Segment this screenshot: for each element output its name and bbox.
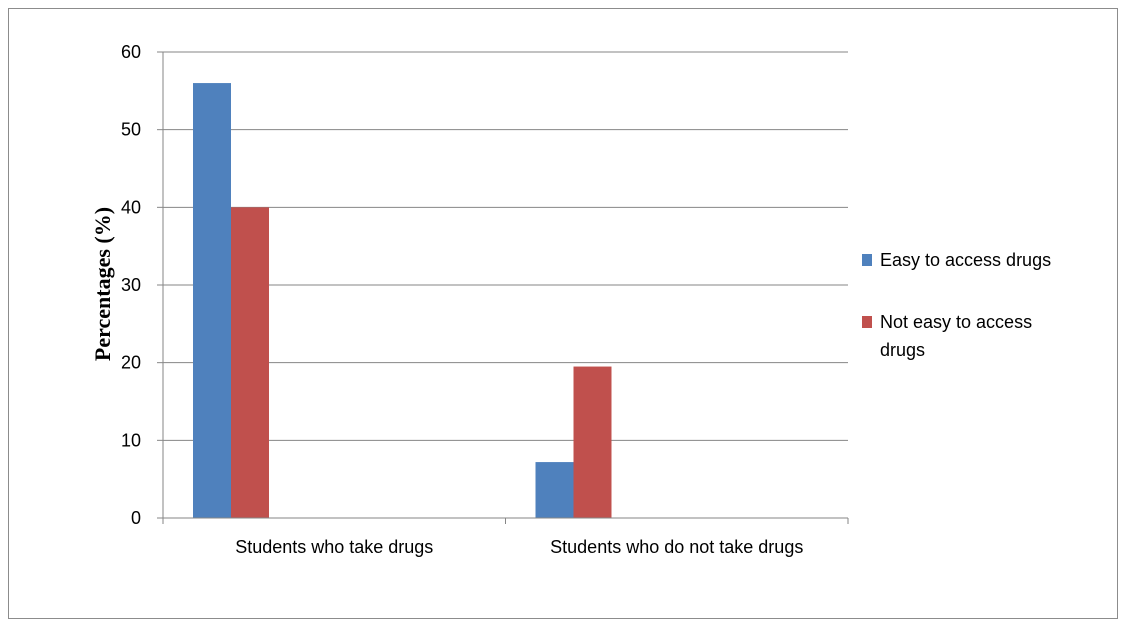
y-tick-label: 20 bbox=[121, 353, 141, 373]
bar bbox=[193, 83, 231, 519]
legend: Easy to access drugs Not easy to access dr… bbox=[862, 250, 1051, 360]
y-tick-label: 30 bbox=[121, 275, 141, 295]
bar bbox=[231, 207, 269, 519]
legend-label: Not easy to access bbox=[880, 312, 1032, 332]
y-tick-label: 40 bbox=[121, 197, 141, 217]
y-tick-label: 60 bbox=[121, 42, 141, 62]
legend-label: drugs bbox=[880, 340, 925, 360]
y-tick-label: 0 bbox=[131, 508, 141, 528]
bars bbox=[193, 83, 612, 519]
axes bbox=[157, 51, 849, 524]
legend-label: Easy to access drugs bbox=[880, 250, 1051, 270]
y-axis-title: Percentages (%) bbox=[90, 207, 115, 361]
x-category-label: Students who take drugs bbox=[235, 537, 433, 557]
bar bbox=[535, 462, 574, 518]
x-category-label: Students who do not take drugs bbox=[550, 537, 803, 557]
y-tick-label: 50 bbox=[121, 120, 141, 140]
x-category-labels: Students who take drugs Students who do n… bbox=[235, 537, 803, 557]
y-tick-label: 10 bbox=[121, 430, 141, 450]
bar bbox=[573, 366, 612, 518]
legend-swatch bbox=[862, 254, 872, 266]
legend-swatch bbox=[862, 316, 872, 328]
y-tick-labels: 0 10 20 30 40 50 60 bbox=[121, 42, 141, 528]
gridlines bbox=[163, 51, 848, 441]
